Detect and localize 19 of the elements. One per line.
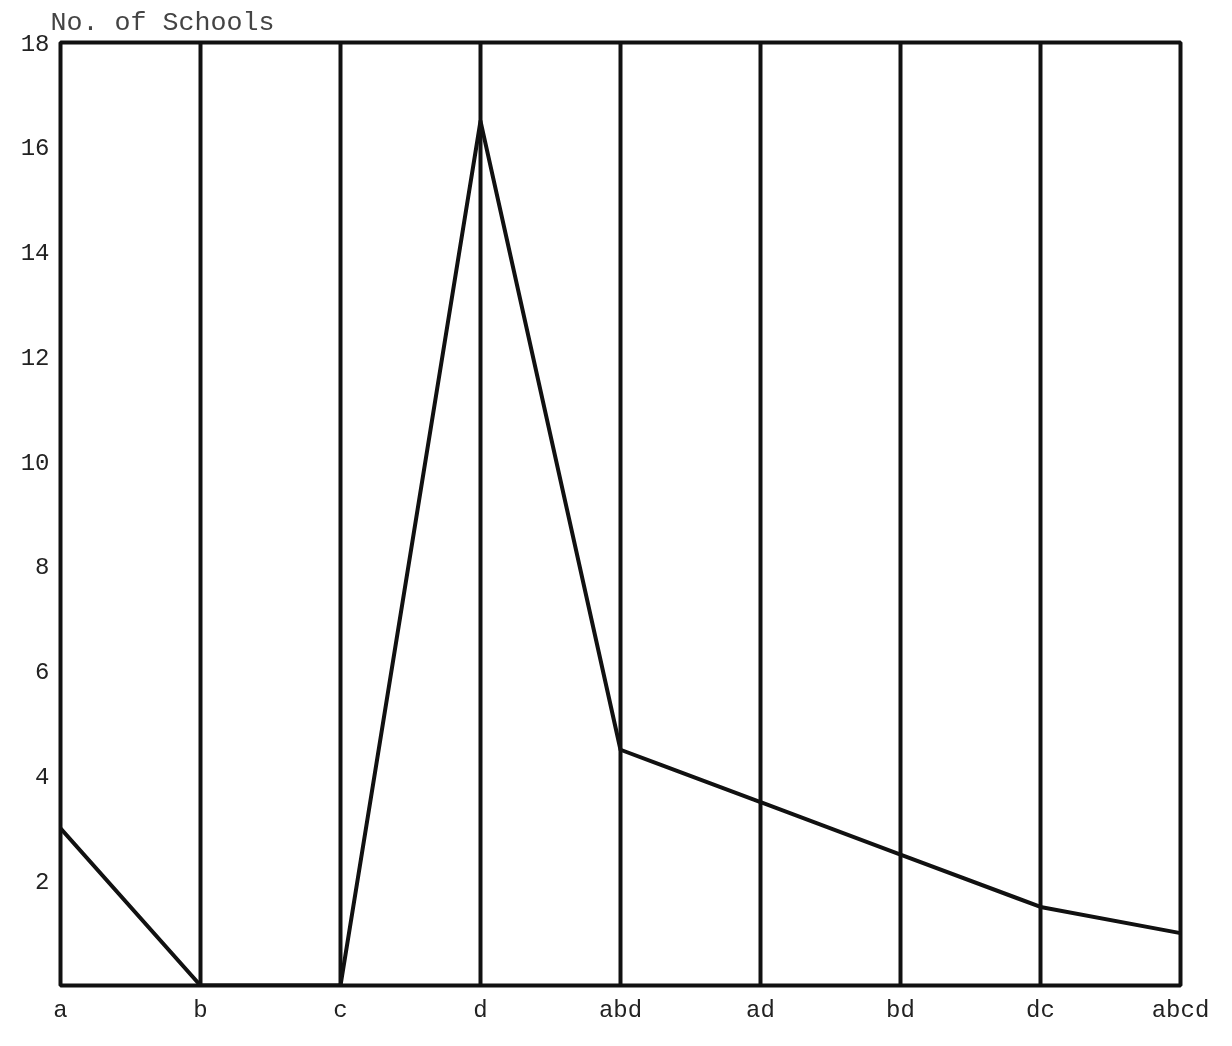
y-tick-label: 6 [35, 659, 50, 687]
x-tick-label: c [333, 996, 348, 1024]
x-tick-label: d [473, 996, 488, 1024]
y-tick-label: 4 [35, 763, 50, 791]
y-axis-title: No. of Schools [50, 7, 275, 38]
x-tick-label: a [53, 996, 68, 1024]
y-tick-label: 16 [20, 135, 50, 163]
x-tick-label: ad [746, 996, 775, 1024]
x-tick-label: abcd [1151, 996, 1210, 1024]
y-tick-label: 2 [35, 868, 50, 896]
y-tick-label: 10 [20, 449, 50, 477]
y-tick-label: 8 [35, 554, 50, 582]
y-tick-label: 12 [20, 344, 50, 372]
x-tick-label: b [193, 996, 208, 1024]
y-tick-label: 18 [20, 30, 50, 58]
x-tick-label: dc [1026, 996, 1055, 1024]
y-tick-label: 14 [20, 240, 50, 268]
x-tick-label: bd [886, 996, 915, 1024]
x-tick-label: abd [598, 996, 643, 1024]
